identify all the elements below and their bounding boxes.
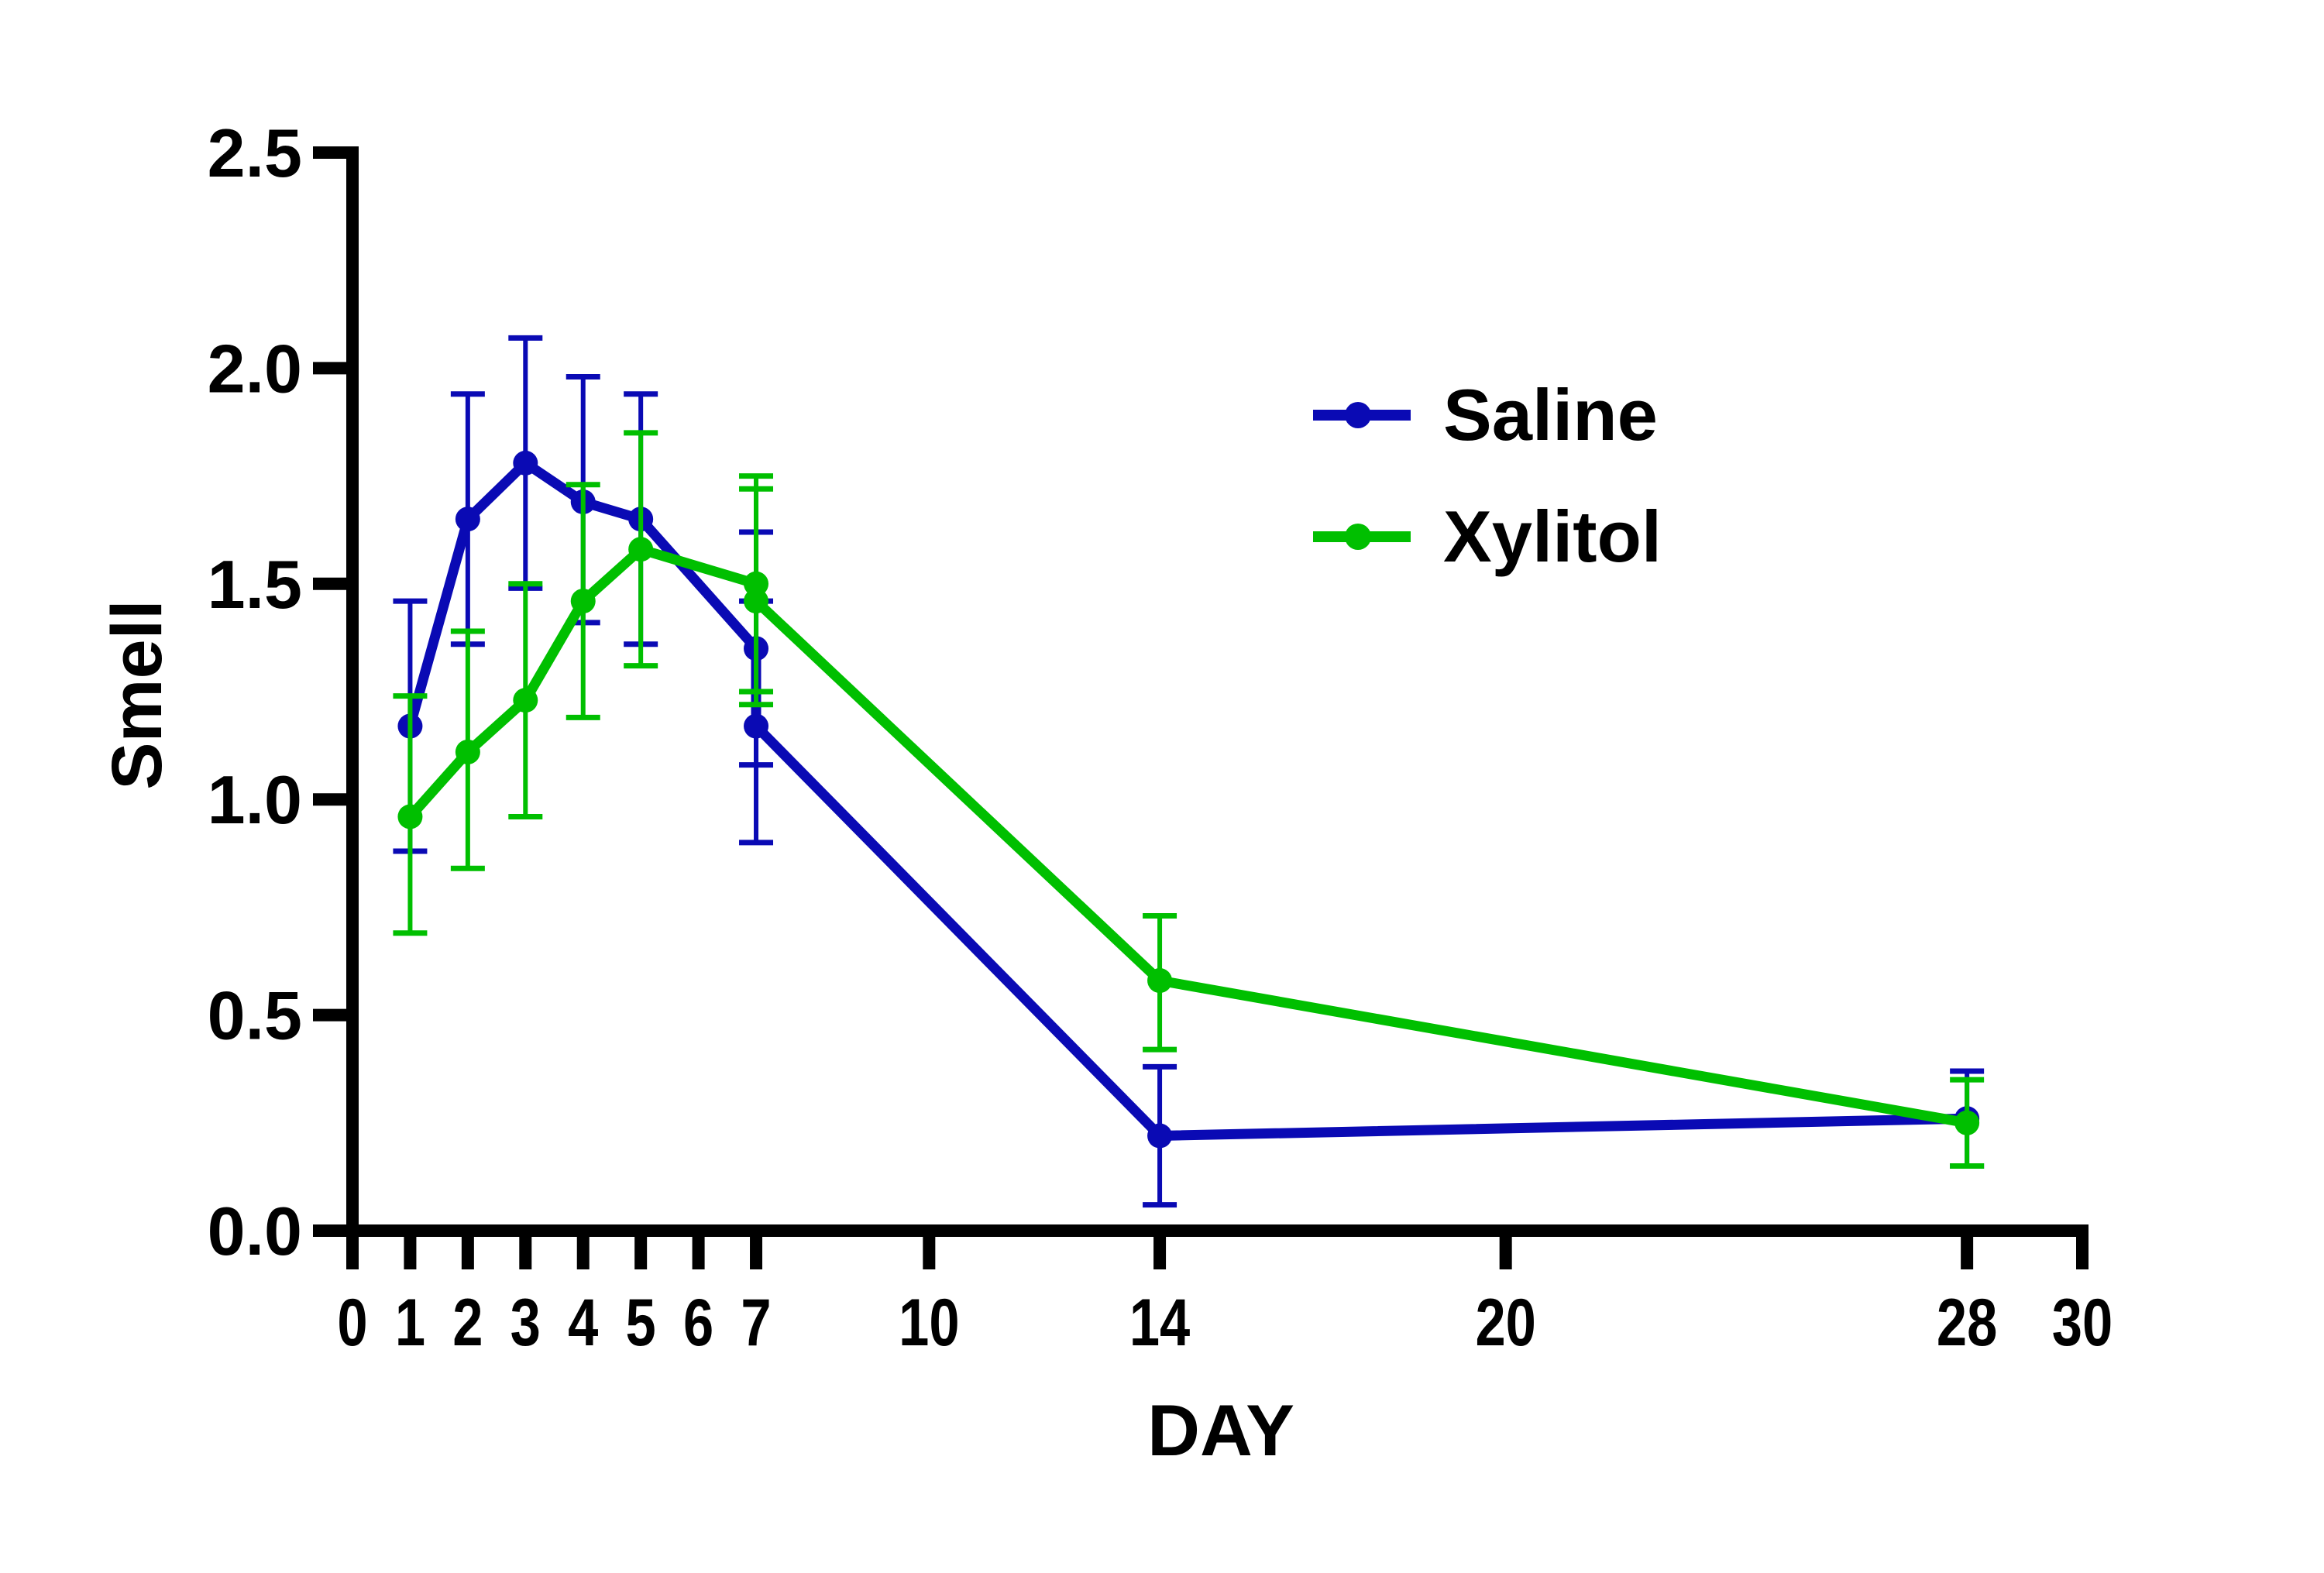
data-point bbox=[744, 571, 769, 596]
series-xylitol bbox=[393, 430, 1985, 1169]
data-point bbox=[1147, 1123, 1173, 1149]
data-point bbox=[513, 450, 538, 476]
x-tick-label: 1 bbox=[395, 1285, 425, 1359]
data-point bbox=[628, 537, 654, 562]
data-point bbox=[397, 804, 423, 829]
y-tick-label: 2.5 bbox=[208, 115, 302, 191]
x-tick-label: 5 bbox=[626, 1285, 656, 1359]
data-point bbox=[455, 739, 480, 764]
x-tick-label: 20 bbox=[1475, 1285, 1535, 1359]
x-tick-label: 0 bbox=[337, 1285, 367, 1359]
data-point bbox=[513, 688, 538, 713]
legend-label-xylitol: Xylitol bbox=[1443, 496, 1662, 577]
x-tick-label: 3 bbox=[511, 1285, 541, 1359]
axes-layer: 0.0 0.5 1.0 1.5 2.0 2.5 0 1 2 3 4 5 6 7 10 14 20 28 30 bbox=[208, 115, 2113, 1360]
legend-marker-xylitol-icon bbox=[1313, 524, 1411, 550]
y-tick-label: 2.0 bbox=[208, 330, 302, 407]
x-tick-label: 14 bbox=[1129, 1285, 1191, 1359]
legend-marker-saline-icon bbox=[1313, 402, 1411, 428]
y-axis-title: Smell bbox=[98, 599, 177, 790]
y-tick-label: 1.0 bbox=[208, 761, 302, 838]
data-point bbox=[744, 713, 769, 739]
data-point bbox=[570, 589, 596, 614]
y-tick-label: 1.5 bbox=[208, 546, 302, 623]
series-layer bbox=[393, 335, 1985, 1208]
x-tick-label: 4 bbox=[568, 1285, 598, 1359]
data-point bbox=[1954, 1110, 1980, 1135]
y-tick-label: 0.5 bbox=[208, 977, 302, 1054]
legend-label-saline: Saline bbox=[1443, 374, 1658, 455]
y-tick-label: 0.0 bbox=[208, 1193, 302, 1269]
legend-item-saline: Saline bbox=[1313, 369, 1747, 462]
x-tick-label: 6 bbox=[683, 1285, 713, 1359]
series-line bbox=[404, 544, 1972, 1128]
legend-item-xylitol: Xylitol bbox=[1313, 490, 1747, 583]
x-tick-label: 10 bbox=[899, 1285, 959, 1359]
x-tick-label: 2 bbox=[452, 1285, 483, 1359]
data-point bbox=[1147, 968, 1173, 994]
x-axis-title: DAY bbox=[1147, 1389, 1294, 1471]
x-tick-label: 7 bbox=[741, 1285, 771, 1359]
data-point bbox=[744, 589, 769, 614]
x-tick-label: 28 bbox=[1937, 1285, 1997, 1359]
legend: Saline Xylitol bbox=[1313, 372, 1747, 604]
data-point bbox=[455, 507, 480, 532]
x-tick-label: 30 bbox=[2052, 1285, 2113, 1359]
